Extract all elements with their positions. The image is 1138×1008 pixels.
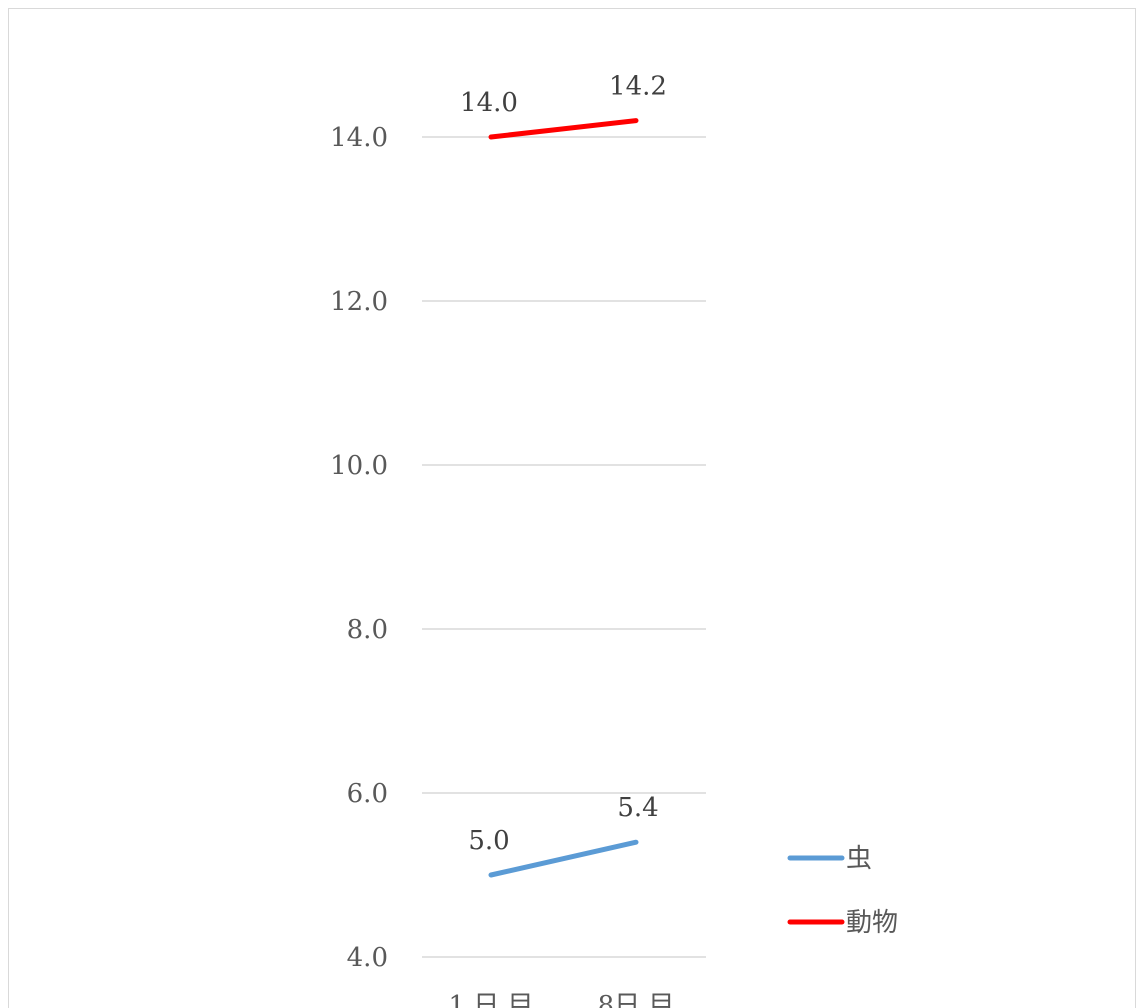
data-label: 14.2	[609, 72, 667, 102]
y-tick-label: 6.0	[347, 779, 388, 809]
data-label: 5.0	[468, 826, 509, 856]
y-tick-label: 10.0	[330, 451, 388, 481]
y-tick-label: 8.0	[347, 615, 388, 645]
legend-label: 動物	[846, 908, 898, 938]
y-tick-label: 4.0	[347, 943, 388, 973]
x-tick-label: 8日 目	[598, 991, 675, 1008]
x-tick-label: 1 日 目	[448, 991, 533, 1008]
data-label: 5.4	[617, 793, 658, 823]
y-tick-label: 12.0	[330, 287, 388, 317]
y-tick-label: 14.0	[330, 123, 388, 153]
legend-label: 虫	[846, 844, 872, 874]
series-line	[488, 118, 639, 140]
data-label: 14.0	[460, 88, 518, 118]
chart-frame	[8, 8, 1136, 1008]
series-line	[488, 839, 639, 878]
